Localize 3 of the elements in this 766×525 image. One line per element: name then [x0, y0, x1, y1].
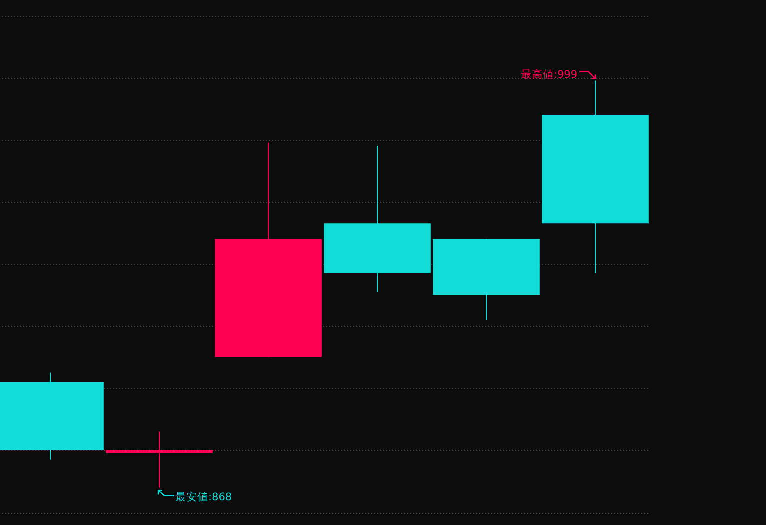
- annotation: 最高値:999: [520, 68, 578, 81]
- candlestick: [106, 431, 213, 488]
- annotation: 最安値:868: [176, 490, 232, 504]
